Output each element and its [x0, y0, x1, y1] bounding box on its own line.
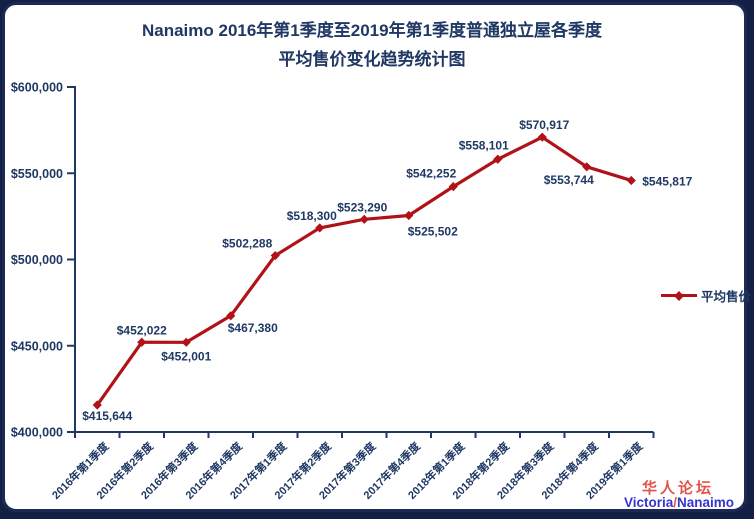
legend-line-marker — [661, 290, 697, 301]
data-point-marker — [181, 337, 191, 347]
watermark-region: Victoria/Nanaimo — [596, 496, 734, 510]
legend-label: 平均售价 — [701, 290, 752, 304]
y-axis-label: $400,000 — [11, 426, 63, 440]
data-label: $415,644 — [82, 409, 132, 423]
chart-card — [2, 2, 747, 512]
data-label: $542,252 — [406, 167, 456, 181]
data-point-marker — [226, 311, 236, 321]
data-label: $545,817 — [642, 174, 692, 188]
data-point-marker — [359, 214, 369, 224]
data-point-marker — [404, 210, 414, 221]
y-axis-label: $450,000 — [11, 339, 63, 353]
data-label: $502,288 — [222, 237, 272, 251]
watermark-region-nanaimo: Nanaimo — [676, 495, 734, 510]
watermark-region-victoria: Victoria — [623, 495, 674, 510]
data-label: $452,022 — [117, 323, 167, 337]
chart-title-line1: Nanaimo 2016年第1季度至2019年第1季度普通独立屋各季度 — [141, 21, 603, 40]
watermark-region-slash: / — [673, 495, 677, 510]
data-label: $523,290 — [337, 200, 387, 214]
data-label: $553,744 — [544, 173, 594, 187]
data-point-marker — [92, 400, 102, 410]
data-point-marker — [582, 162, 592, 172]
chart-title-line2: 平均售价变化趋势统计图 — [278, 50, 466, 69]
data-label: $518,300 — [287, 209, 337, 223]
data-point-marker — [626, 175, 636, 186]
data-point-marker — [137, 337, 147, 347]
data-point-marker — [448, 182, 458, 192]
legend-diamond-icon — [674, 290, 684, 301]
data-point-marker — [270, 250, 280, 261]
data-label: $467,380 — [228, 321, 278, 335]
data-label: $570,917 — [519, 118, 569, 132]
y-axis-label: $600,000 — [11, 81, 63, 95]
data-label: $452,001 — [161, 349, 211, 363]
watermark: 华人论坛 Victoria/Nanaimo — [596, 480, 734, 510]
legend: 平均售价 — [661, 288, 752, 304]
data-point-marker — [315, 223, 325, 233]
chart-title: Nanaimo 2016年第1季度至2019年第1季度普通独立屋各季度 平均售价… — [0, 16, 744, 74]
data-point-marker — [537, 132, 547, 142]
data-label: $558,101 — [459, 138, 509, 152]
data-point-marker — [493, 154, 503, 164]
data-label: $525,502 — [408, 225, 458, 239]
y-axis-label: $500,000 — [11, 253, 63, 267]
watermark-forum-name: 华人论坛 — [641, 480, 714, 497]
y-axis-label: $550,000 — [11, 167, 63, 181]
